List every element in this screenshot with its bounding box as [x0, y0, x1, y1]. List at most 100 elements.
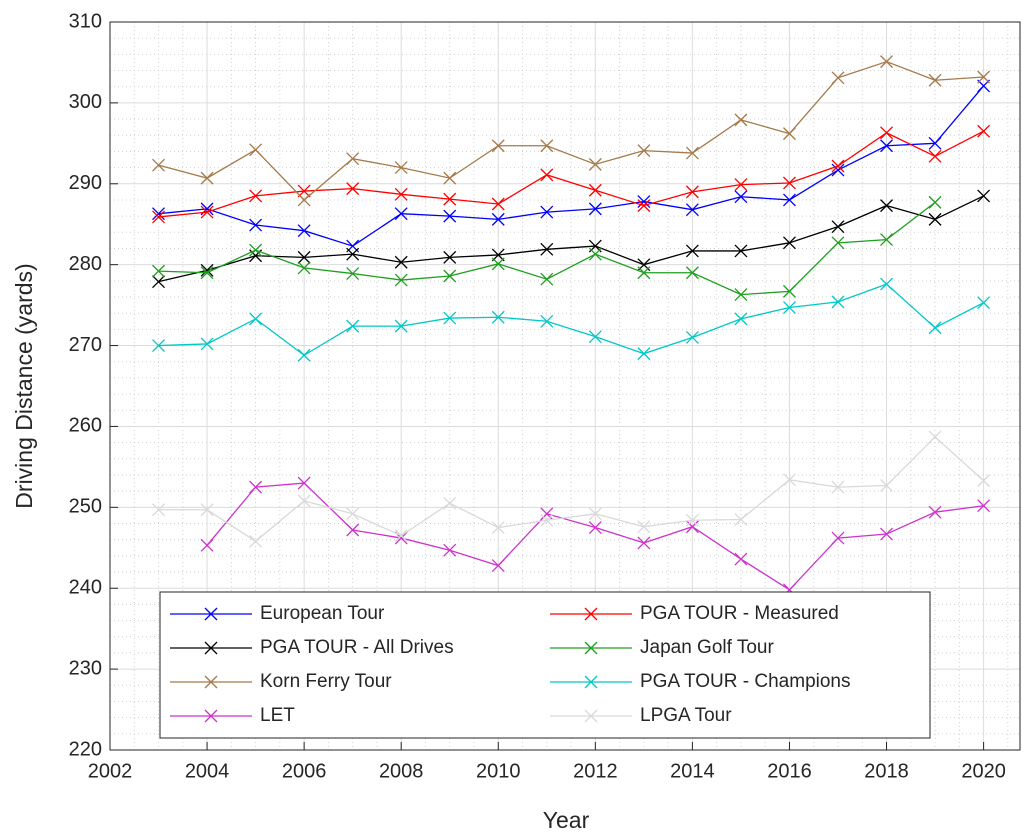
- legend-marker: [584, 641, 598, 655]
- marker: [977, 499, 991, 513]
- marker: [734, 113, 748, 127]
- x-tick-label: 2018: [864, 760, 909, 782]
- marker: [928, 149, 942, 163]
- marker: [783, 473, 796, 487]
- legend-marker: [584, 675, 598, 689]
- marker: [152, 264, 165, 278]
- x-tick-label: 2012: [573, 760, 618, 782]
- y-axis-label: Driving Distance (yards): [11, 263, 37, 508]
- x-tick-label: 2020: [961, 760, 1006, 782]
- marker: [928, 212, 942, 226]
- marker: [637, 536, 651, 550]
- marker: [734, 190, 748, 204]
- legend-marker: [204, 675, 218, 689]
- marker: [540, 272, 554, 286]
- marker: [588, 507, 602, 521]
- marker: [880, 527, 893, 541]
- marker: [831, 480, 845, 494]
- plot-frame: [109, 21, 1021, 751]
- marker: [443, 192, 457, 206]
- marker: [540, 242, 554, 256]
- y-tick-label: 280: [69, 253, 102, 275]
- marker: [637, 144, 651, 158]
- legend: European Tour PGA TOUR - Measured PGA TOUR…: [159, 591, 931, 739]
- marker: [249, 534, 263, 548]
- marker: [685, 331, 699, 344]
- marker: [152, 210, 165, 224]
- marker: [928, 321, 942, 335]
- marker: [346, 507, 360, 521]
- marker: [977, 70, 991, 84]
- marker: [297, 193, 311, 207]
- x-axis-label: Year: [543, 807, 590, 833]
- marker: [394, 529, 408, 543]
- marker: [734, 312, 748, 326]
- marker: [394, 255, 408, 269]
- marker: [928, 136, 942, 150]
- marker: [200, 205, 214, 219]
- marker: [880, 55, 893, 69]
- y-tick-label: 230: [69, 657, 102, 679]
- marker: [588, 202, 602, 216]
- marker: [637, 520, 651, 534]
- y-tick-label: 290: [69, 172, 102, 194]
- marker: [491, 257, 505, 271]
- marker: [734, 178, 748, 192]
- marker: [249, 480, 263, 494]
- marker: [491, 521, 505, 535]
- marker: [540, 513, 554, 527]
- marker: [200, 503, 214, 517]
- marker: [297, 224, 311, 238]
- marker: [928, 195, 942, 209]
- marker: [249, 312, 263, 326]
- marker: [200, 171, 214, 185]
- series-line: [158, 195, 984, 283]
- y-tick-label: 220: [69, 738, 102, 760]
- marker: [540, 205, 554, 219]
- legend-text: PGA TOUR - All Drives: [260, 637, 454, 658]
- marker: [734, 244, 748, 258]
- series-line: [158, 436, 985, 543]
- marker: [685, 266, 699, 280]
- marker: [443, 311, 457, 325]
- marker: [249, 189, 263, 203]
- marker: [637, 266, 651, 280]
- marker: [540, 507, 554, 521]
- marker: [977, 296, 991, 310]
- marker: [588, 521, 602, 535]
- marker: [928, 73, 942, 87]
- marker: [491, 212, 505, 226]
- marker: [200, 266, 214, 280]
- marker: [831, 295, 845, 309]
- marker: [831, 163, 845, 177]
- marker: [394, 319, 408, 333]
- marker: [685, 146, 699, 160]
- marker: [491, 559, 505, 573]
- marker: [346, 182, 360, 196]
- x-tick-label: 2008: [379, 760, 424, 782]
- y-tick-label: 250: [69, 496, 102, 518]
- marker: [346, 319, 360, 333]
- marker: [637, 199, 651, 213]
- marker: [152, 158, 165, 172]
- y-tick-label: 300: [69, 91, 102, 113]
- marker: [880, 277, 893, 291]
- marker: [297, 348, 311, 362]
- marker: [297, 494, 311, 508]
- marker: [443, 496, 457, 510]
- marker: [783, 236, 796, 250]
- marker: [443, 543, 457, 557]
- marker: [346, 247, 360, 261]
- legend-text: PGA TOUR - Measured: [640, 603, 839, 624]
- legend-text: Japan Golf Tour: [640, 637, 774, 658]
- marker: [588, 247, 602, 261]
- x-tick-label: 2010: [476, 760, 521, 782]
- marker: [249, 243, 263, 257]
- marker: [346, 152, 360, 166]
- marker: [880, 199, 893, 213]
- marker: [491, 310, 505, 324]
- marker: [540, 168, 554, 182]
- marker: [734, 513, 748, 526]
- marker: [637, 347, 651, 361]
